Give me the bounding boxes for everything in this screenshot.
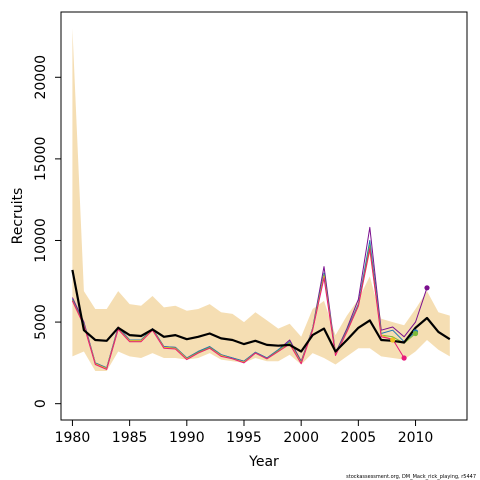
confidence-band xyxy=(72,28,450,372)
y-axis-title: Recruits xyxy=(10,188,26,245)
x-tick-label: 2005 xyxy=(341,430,377,446)
y-tick-label: 15000 xyxy=(33,137,49,182)
series-line-estimate xyxy=(71,269,451,353)
x-tick-label: 2000 xyxy=(283,430,319,446)
y-tick-label: 20000 xyxy=(33,55,49,100)
x-tick-label: 1990 xyxy=(169,430,205,446)
y-tick-label: 0 xyxy=(33,399,49,408)
y-tick-label: 5000 xyxy=(33,304,49,340)
endpoint-marker-1 xyxy=(424,285,430,291)
confidence-band-layer xyxy=(72,28,450,372)
y-tick-label: 10000 xyxy=(33,218,49,263)
endpoint-marker-4 xyxy=(390,337,396,343)
x-axis-title: Year xyxy=(248,454,279,470)
y-axis: 0 5000 10000 15000 20000 xyxy=(33,55,62,408)
series-layer xyxy=(71,226,451,370)
endpoint-marker-5 xyxy=(401,355,407,361)
x-axis: 1980 1985 1990 1995 2000 2005 2010 xyxy=(55,419,434,446)
x-tick-label: 1980 xyxy=(55,430,91,446)
x-tick-label: 1985 xyxy=(112,430,148,446)
series-line-retro-5 xyxy=(71,248,405,370)
endpoint-markers-layer xyxy=(390,285,430,361)
footnote: stockassessment.org, DM_Mack_rick_playin… xyxy=(346,474,476,480)
x-tick-label: 1995 xyxy=(226,430,262,446)
endpoint-marker-3 xyxy=(412,330,419,337)
x-tick-label: 2010 xyxy=(398,430,434,446)
